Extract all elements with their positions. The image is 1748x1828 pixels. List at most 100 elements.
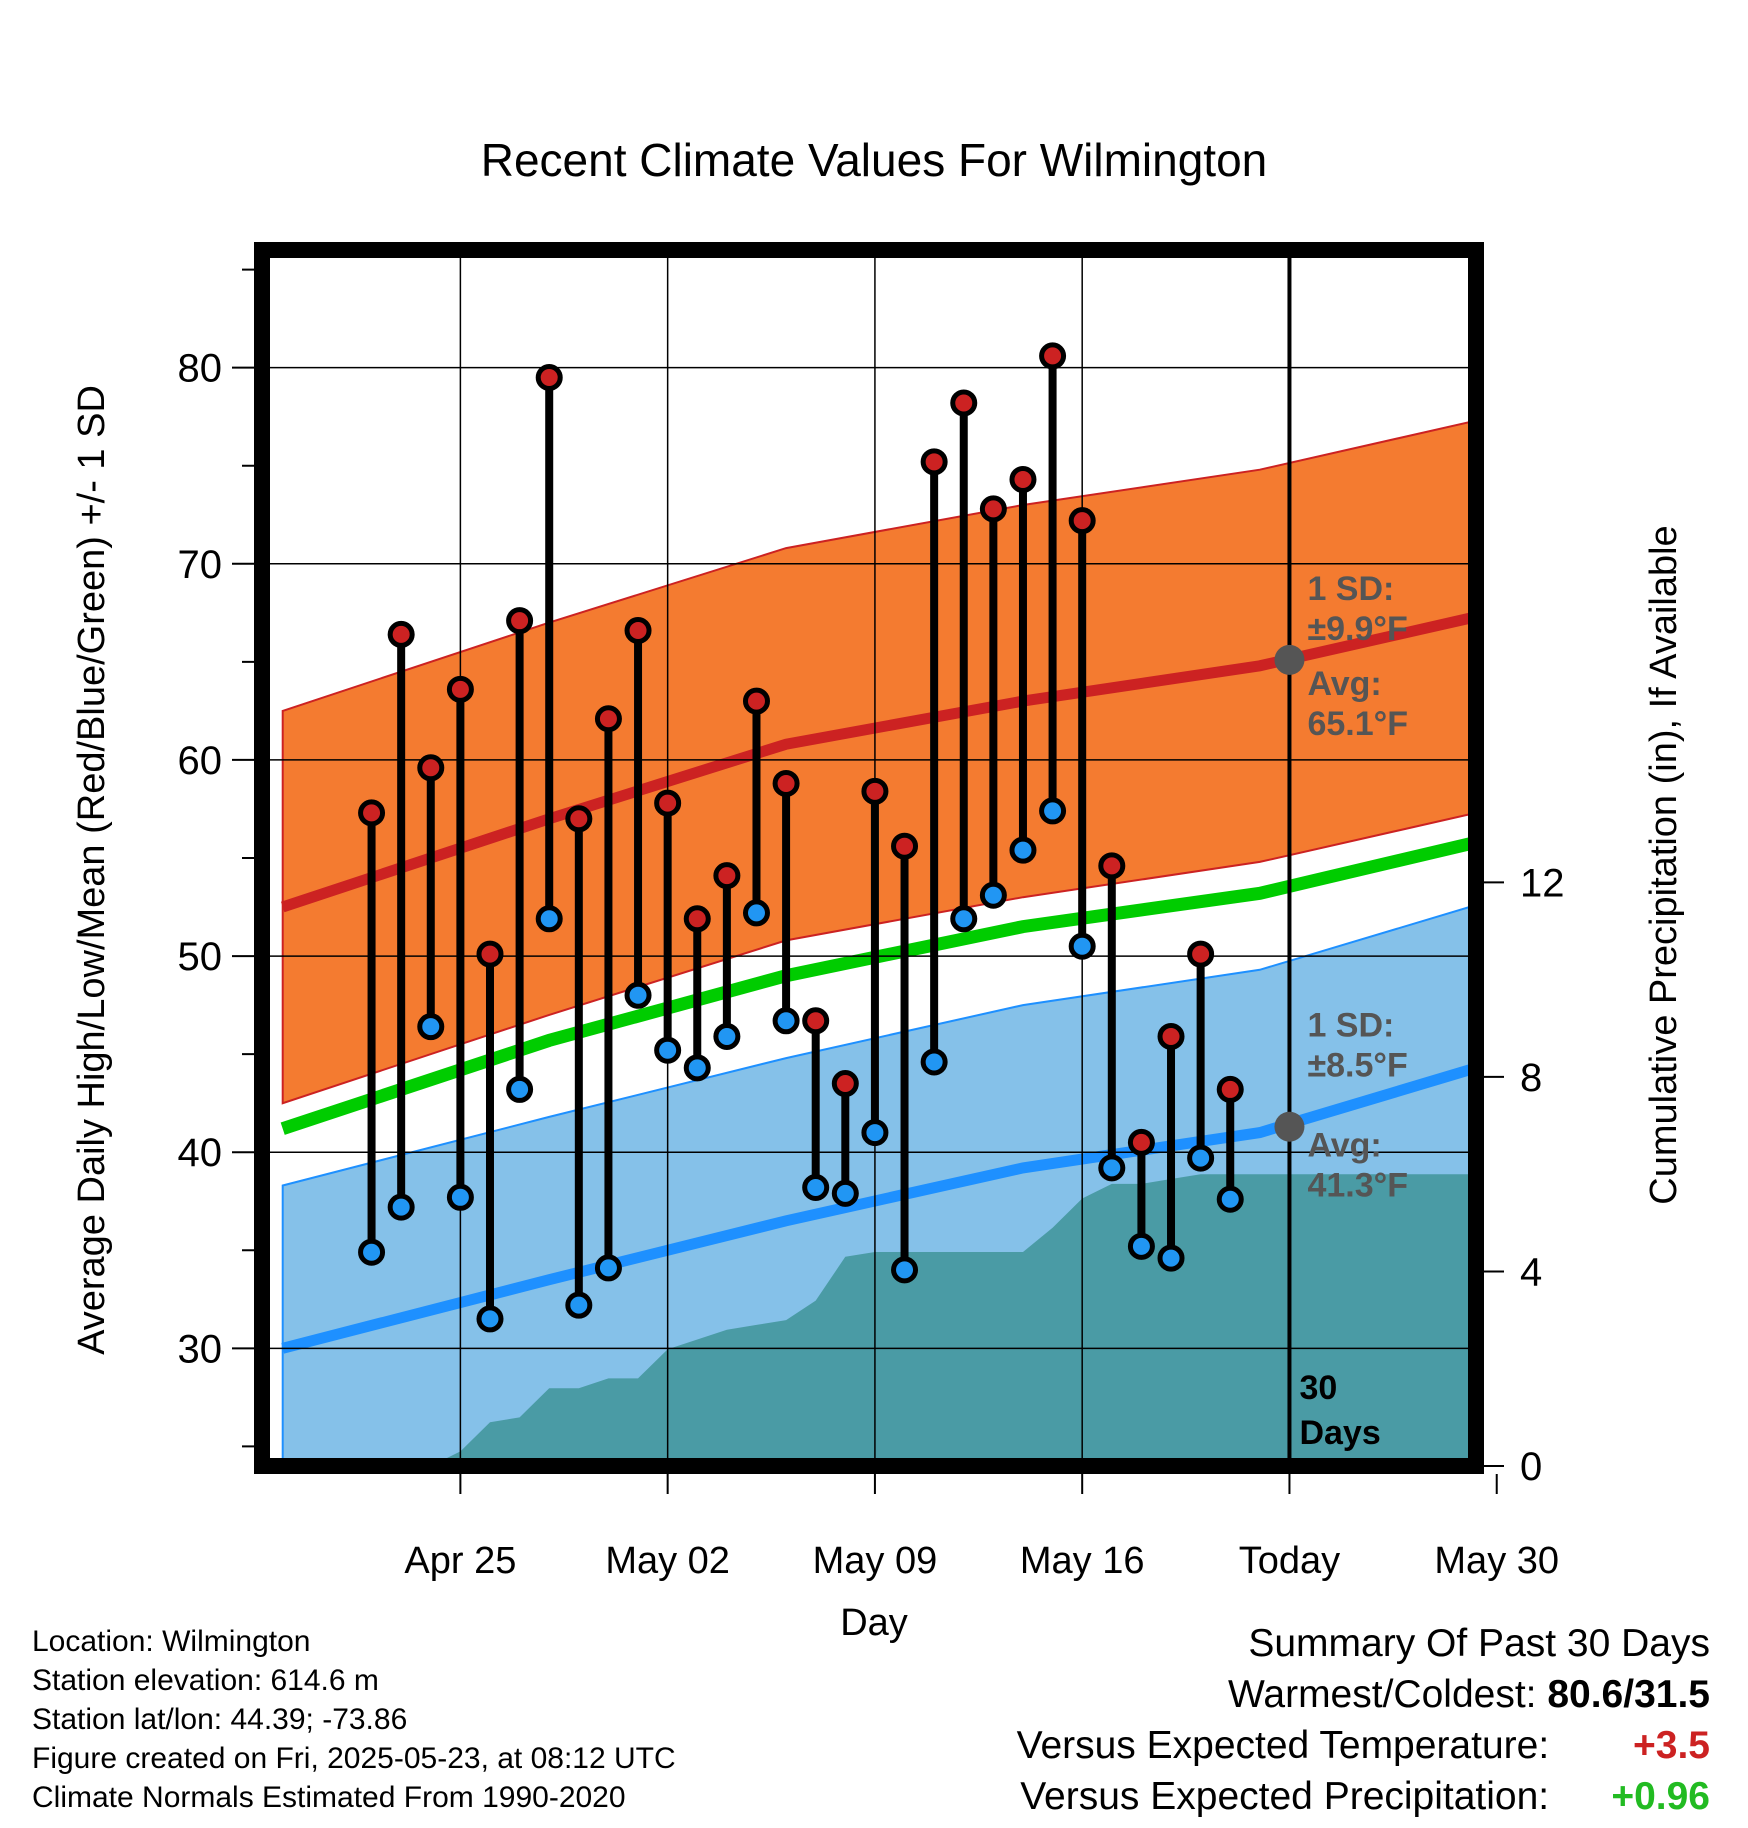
temperature-departure-value: +3.5	[1633, 1724, 1710, 1767]
station-latlon: Station lat/lon: 44.39; -73.86	[32, 1703, 408, 1736]
y-right-tick-label: 8	[1520, 1056, 1542, 1100]
daily-low-point	[565, 1291, 593, 1319]
daily-high-point	[742, 687, 770, 715]
daily-low-point	[594, 1254, 622, 1282]
y-tick-label: 80	[178, 347, 223, 391]
x-tick-label: May 30	[1434, 1540, 1559, 1582]
low-sd-label: 1 SD:	[1307, 1007, 1394, 1045]
low-avg-label: Avg:	[1307, 1127, 1381, 1165]
daily-low-point	[1068, 932, 1096, 960]
station-info: Location: Wilmington Station elevation: …	[32, 1622, 676, 1817]
temperature-departure-row: Versus Expected Temperature: +3.5	[1017, 1720, 1710, 1771]
y-tick-label: 40	[178, 1131, 223, 1175]
precipitation-departure-label: Versus Expected Precipitation:	[1020, 1775, 1550, 1818]
daily-low-point	[831, 1179, 859, 1207]
daily-high-point	[1216, 1075, 1244, 1103]
daily-low-point	[950, 905, 978, 933]
daily-high-point	[1068, 507, 1096, 535]
station-elevation: Station elevation: 614.6 m	[32, 1664, 379, 1697]
daily-low-point	[683, 1054, 711, 1082]
x-tick-label: Today	[1239, 1540, 1340, 1582]
y-right-tick-label: 12	[1520, 861, 1565, 905]
summary-title: Summary Of Past 30 Days	[1248, 1622, 1710, 1665]
daily-high-point	[861, 777, 889, 805]
y-right-tick-label: 4	[1520, 1250, 1542, 1294]
y-tick-label: 70	[178, 543, 223, 587]
y-axis-label-left: Average Daily High/Low/Mean (Red/Blue/Gr…	[71, 385, 113, 1355]
daily-low-point	[1127, 1232, 1155, 1260]
daily-high-point	[772, 769, 800, 797]
daily-low-point	[417, 1013, 445, 1041]
today-low-normal-marker	[1274, 1111, 1305, 1142]
daily-low-point	[1039, 797, 1067, 825]
plot-content	[262, 250, 1476, 1466]
daily-high-point	[476, 940, 504, 968]
daily-low-point	[387, 1193, 415, 1221]
x-tick-label: May 02	[605, 1540, 730, 1582]
summary-panel: Summary Of Past 30 Days Warmest/Coldest:…	[1017, 1618, 1710, 1822]
daily-low-point	[446, 1183, 474, 1211]
daily-low-point	[742, 899, 770, 927]
cumulative-precip-area	[371, 1174, 1476, 1466]
daily-low-point	[802, 1173, 830, 1201]
daily-high-point	[1039, 342, 1067, 370]
precipitation-departure-value: +0.96	[1611, 1775, 1710, 1818]
daily-low-point	[624, 981, 652, 1009]
daily-low-point	[358, 1238, 386, 1266]
daily-low-point	[861, 1119, 889, 1147]
daily-high-point	[624, 616, 652, 644]
y-tick-label: 60	[178, 739, 223, 783]
daily-low-point	[1098, 1154, 1126, 1182]
daily-high-point	[446, 675, 474, 703]
daily-high-point	[506, 607, 534, 635]
x-tick-label: May 09	[813, 1540, 938, 1582]
daily-low-point	[1187, 1144, 1215, 1172]
temperature-departure-label: Versus Expected Temperature:	[1016, 1724, 1550, 1767]
days-count-label: Days	[1299, 1414, 1380, 1452]
high-avg-label: Avg:	[1307, 665, 1381, 703]
y-tick-label: 30	[178, 1327, 223, 1371]
x-axis-label: Day	[840, 1602, 908, 1644]
daily-high-point	[831, 1070, 859, 1098]
daily-high-point	[1009, 465, 1037, 493]
climate-normals-note: Climate Normals Estimated From 1990-2020	[32, 1781, 626, 1814]
daily-low-point	[506, 1075, 534, 1103]
high-sd-label: 1 SD:	[1307, 570, 1394, 608]
daily-high-point	[950, 389, 978, 417]
daily-high-point	[683, 905, 711, 933]
daily-low-point	[1157, 1244, 1185, 1272]
daily-high-point	[802, 1007, 830, 1035]
daily-high-point	[891, 832, 919, 860]
precipitation-departure-row: Versus Expected Precipitation: +0.96	[1017, 1771, 1710, 1822]
daily-high-point	[979, 495, 1007, 523]
daily-high-point	[1098, 852, 1126, 880]
daily-low-point	[713, 1022, 741, 1050]
daily-high-point	[654, 789, 682, 817]
station-location: Location: Wilmington	[32, 1625, 311, 1658]
daily-low-point	[979, 881, 1007, 909]
daily-low-point	[535, 905, 563, 933]
chart-title: Recent Climate Values For Wilmington	[481, 134, 1268, 186]
daily-high-point	[920, 448, 948, 476]
today-high-normal-marker	[1274, 644, 1305, 675]
daily-high-point	[565, 805, 593, 833]
daily-high-point	[1187, 940, 1215, 968]
daily-low-point	[476, 1305, 504, 1333]
daily-high-point	[387, 620, 415, 648]
daily-high-point	[713, 862, 741, 890]
daily-high-point	[358, 799, 386, 827]
high-avg-value: 65.1°F	[1307, 705, 1408, 743]
days-count-number: 30	[1299, 1369, 1337, 1407]
high-sd-value: ±9.9°F	[1307, 610, 1407, 648]
figure-created: Figure created on Fri, 2025-05-23, at 08…	[32, 1742, 676, 1775]
daily-low-point	[920, 1048, 948, 1076]
x-tick-label: Apr 25	[404, 1540, 516, 1582]
daily-high-point	[1127, 1128, 1155, 1156]
daily-high-point	[594, 705, 622, 733]
plot-border	[254, 242, 1484, 1474]
low-sd-value: ±8.5°F	[1307, 1047, 1407, 1085]
daily-low-point	[772, 1007, 800, 1035]
warmest-coldest-value: 80.6/31.5	[1547, 1673, 1710, 1716]
